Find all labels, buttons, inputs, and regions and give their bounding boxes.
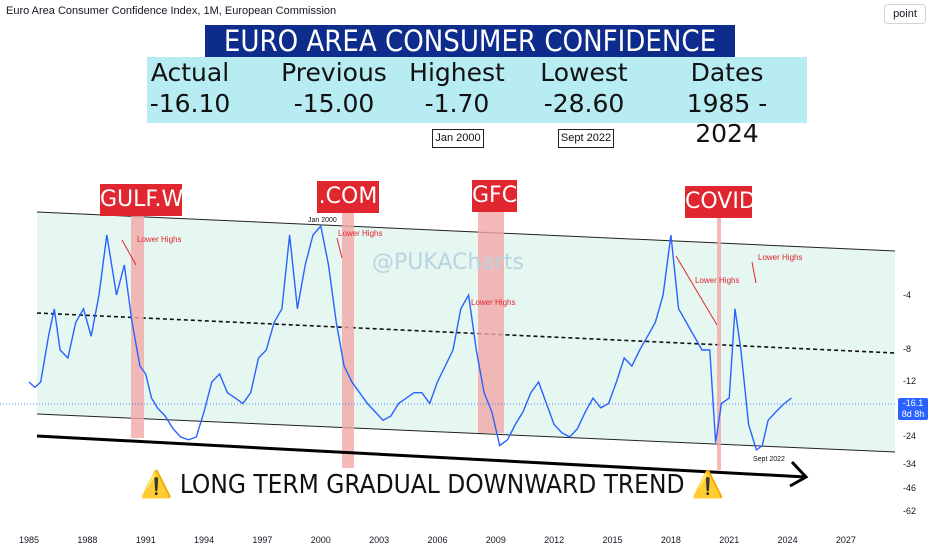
- lowest-date-box: Sept 2022: [558, 129, 614, 148]
- y-tick-label: -8: [903, 344, 911, 354]
- x-tick-label: 2006: [427, 535, 447, 545]
- channel-lower-line: [36, 413, 896, 453]
- trend-arrowhead: [789, 460, 809, 488]
- lower-highs-label: Lower Highs: [338, 229, 382, 238]
- x-tick-label: 2009: [486, 535, 506, 545]
- stat-previous: Previous -15.00: [259, 57, 409, 119]
- warning-icon: ⚠️: [140, 470, 173, 500]
- lower-highs-label: Lower Highs: [137, 235, 181, 244]
- price-badge-value: -16.1: [902, 398, 924, 408]
- stat-value: -15.00: [293, 89, 375, 118]
- stats-panel: Actual -16.10 Previous -15.00 Highest -1…: [147, 57, 807, 148]
- bottom-banner-text: LONG TERM GRADUAL DOWNWARD TREND: [179, 470, 685, 500]
- stat-label: Dates: [690, 58, 764, 87]
- y-tick-label: -62: [903, 506, 916, 516]
- trend-arrow-line: [36, 434, 807, 479]
- x-tick-label: 1985: [19, 535, 39, 545]
- warning-icon: ⚠️: [691, 470, 725, 500]
- channel-upper-line: [36, 211, 896, 252]
- lower-highs-arrow: [336, 237, 343, 259]
- stat-dates: Dates 1985 - 2024: [652, 57, 802, 149]
- lower-highs-arrow: [675, 255, 718, 326]
- stat-actual: Actual -16.10: [147, 57, 233, 119]
- stat-label: Previous: [281, 58, 387, 87]
- x-tick-label: 2024: [778, 535, 798, 545]
- lower-highs-label: Lower Highs: [695, 276, 739, 285]
- x-tick-label: 2021: [719, 535, 739, 545]
- y-tick-label: -34: [903, 459, 916, 469]
- event-gfc: GFC: [472, 180, 517, 212]
- stat-value: -1.70: [424, 89, 490, 118]
- y-tick-label: -12: [903, 376, 916, 386]
- event-covid: COVID: [685, 186, 756, 218]
- sept2022-note: Sept 2022: [753, 456, 785, 463]
- gulf-band: [131, 208, 144, 438]
- y-tick-label: -46: [903, 483, 916, 493]
- lower-highs-label: Lower Highs: [758, 253, 802, 262]
- x-tick-label: 1997: [252, 535, 272, 545]
- channel-mid-line: [36, 312, 896, 354]
- stat-value: -28.60: [543, 89, 625, 118]
- y-tick-label: -24: [903, 431, 916, 441]
- stat-value: 1985 - 2024: [686, 89, 768, 148]
- watermark: @PUKACharts: [372, 250, 524, 275]
- x-tick-label: 1991: [136, 535, 156, 545]
- data-series-line: [28, 224, 792, 452]
- lower-highs-label: Lower Highs: [471, 298, 515, 307]
- x-tick-label: 2003: [369, 535, 389, 545]
- y-tick-label: -4: [903, 290, 911, 300]
- jan2000-note: Jan 2000: [308, 217, 337, 224]
- dotcom-band: [342, 208, 354, 468]
- gfc-band: [478, 208, 504, 433]
- x-tick-label: 2015: [603, 535, 623, 545]
- covid-band: [717, 210, 721, 470]
- x-tick-label: 1994: [194, 535, 214, 545]
- point-button[interactable]: point: [884, 4, 926, 24]
- main-heading: EURO AREA CONSUMER CONFIDENCE INDEX: [205, 25, 735, 89]
- x-tick-label: 2012: [544, 535, 564, 545]
- x-tick-label: 2000: [311, 535, 331, 545]
- stat-label: Lowest: [540, 58, 628, 87]
- x-axis: 1985 1988 1991 1994 1997 2000 2003 2006 2009 2012…: [19, 535, 856, 545]
- price-badge: -16.1 8d 8h: [898, 398, 928, 420]
- x-tick-label: 1988: [77, 535, 97, 545]
- stat-value: -16.10: [149, 89, 231, 118]
- stat-lowest: Lowest -28.60: [534, 57, 634, 119]
- event-gulf: GULF.W: [100, 184, 183, 216]
- lower-highs-arrow: [751, 261, 757, 284]
- stat-label: Actual: [150, 58, 230, 87]
- stat-label: Highest: [409, 58, 505, 87]
- x-tick-label: 2018: [661, 535, 681, 545]
- price-badge-time: 8d 8h: [901, 409, 925, 419]
- chart-symbol-title: Euro Area Consumer Confidence Index, 1M,…: [6, 5, 337, 17]
- event-dotcom: .COM: [317, 181, 379, 213]
- bottom-banner: ⚠️ LONG TERM GRADUAL DOWNWARD TREND ⚠️: [140, 470, 724, 500]
- lower-highs-arrow: [121, 239, 137, 266]
- x-tick-label: 2027: [836, 535, 856, 545]
- highest-date-box: Jan 2000: [432, 129, 484, 148]
- stat-highest: Highest -1.70: [407, 57, 507, 119]
- y-axis: -4 -8 -12 -24 -34 -46 -62: [903, 290, 916, 516]
